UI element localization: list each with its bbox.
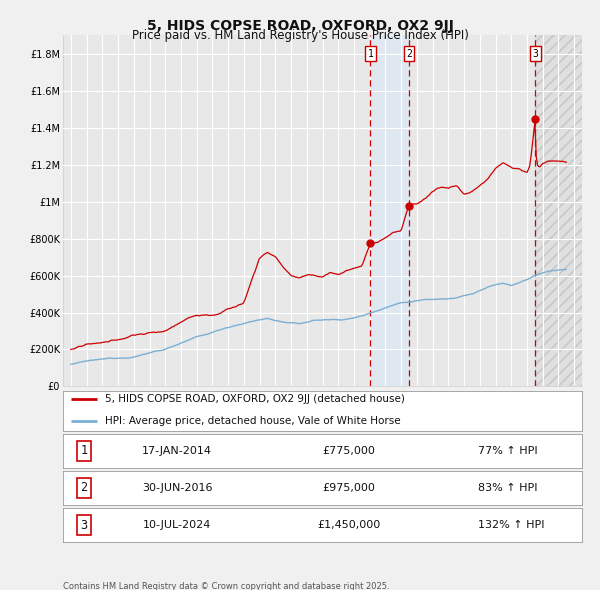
Text: 1: 1	[80, 444, 88, 457]
Text: 10-JUL-2024: 10-JUL-2024	[143, 520, 211, 530]
Text: 132% ↑ HPI: 132% ↑ HPI	[478, 520, 545, 530]
Text: 3: 3	[532, 49, 538, 59]
Text: Price paid vs. HM Land Registry's House Price Index (HPI): Price paid vs. HM Land Registry's House …	[131, 30, 469, 42]
Text: 3: 3	[80, 519, 88, 532]
Bar	[535, 35, 582, 386]
Text: 2: 2	[406, 49, 412, 59]
Text: 5, HIDS COPSE ROAD, OXFORD, OX2 9JJ (detached house): 5, HIDS COPSE ROAD, OXFORD, OX2 9JJ (det…	[104, 394, 404, 404]
Text: £975,000: £975,000	[322, 483, 375, 493]
Bar	[535, 35, 582, 386]
Text: 30-JUN-2016: 30-JUN-2016	[142, 483, 212, 493]
Text: 5, HIDS COPSE ROAD, OXFORD, OX2 9JJ: 5, HIDS COPSE ROAD, OXFORD, OX2 9JJ	[146, 19, 454, 33]
Text: £1,450,000: £1,450,000	[317, 520, 380, 530]
Text: 77% ↑ HPI: 77% ↑ HPI	[478, 446, 538, 455]
Text: Contains HM Land Registry data © Crown copyright and database right 2025.
This d: Contains HM Land Registry data © Crown c…	[63, 582, 389, 590]
Text: 17-JAN-2014: 17-JAN-2014	[142, 446, 212, 455]
Text: 83% ↑ HPI: 83% ↑ HPI	[478, 483, 538, 493]
Text: 2: 2	[80, 481, 88, 494]
Text: £775,000: £775,000	[322, 446, 375, 455]
Text: 1: 1	[367, 49, 373, 59]
Text: HPI: Average price, detached house, Vale of White Horse: HPI: Average price, detached house, Vale…	[104, 416, 400, 425]
Bar	[370, 35, 409, 386]
